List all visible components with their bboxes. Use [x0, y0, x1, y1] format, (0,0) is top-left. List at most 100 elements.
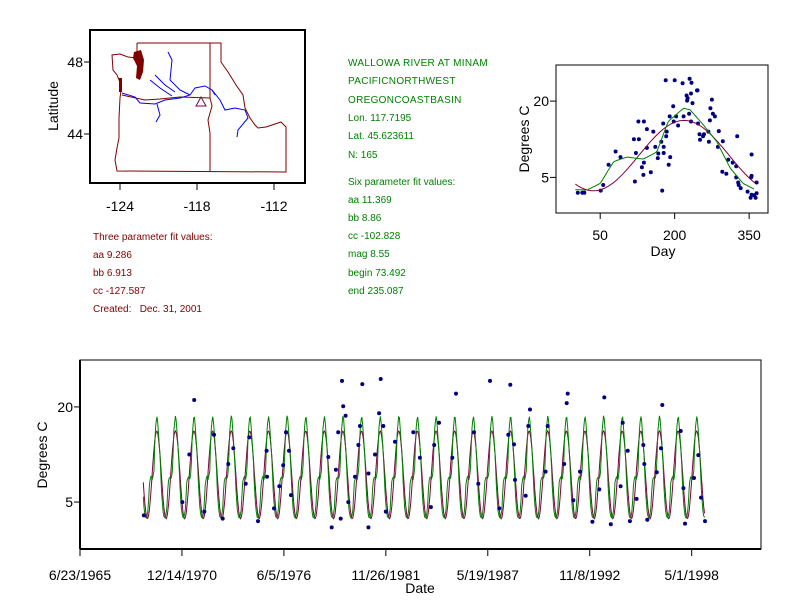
data-point — [696, 453, 701, 458]
data-point — [545, 424, 550, 428]
data-point — [660, 188, 665, 193]
three-param-bb: bb 6.913 — [93, 268, 132, 279]
data-point — [187, 452, 192, 457]
data-point — [664, 134, 669, 139]
data-point — [708, 106, 713, 111]
data-point — [634, 496, 639, 501]
data-point — [578, 469, 582, 474]
data-point — [284, 430, 288, 435]
data-point — [454, 391, 458, 396]
data-point — [488, 378, 492, 383]
data-point — [508, 382, 513, 387]
data-point — [437, 420, 441, 425]
map-y-tick-label: 44 — [67, 126, 83, 142]
x-tick-label: 12/14/1970 — [147, 567, 217, 583]
data-point — [377, 411, 382, 416]
data-point — [582, 190, 587, 195]
data-point — [709, 97, 714, 102]
station-name: WALLOWA RIVER AT MINAM — [348, 58, 488, 69]
data-point — [329, 525, 334, 530]
data-point — [664, 129, 669, 134]
station-region: PACIFICNORTHWEST — [348, 76, 456, 87]
data-point — [724, 171, 729, 176]
data-point — [417, 455, 422, 460]
data-point — [450, 455, 455, 460]
data-point — [671, 104, 676, 109]
data-point — [513, 477, 517, 482]
station-n: N: 165 — [348, 150, 378, 161]
data-point — [645, 517, 650, 522]
map-x-tick-label: -112 — [261, 198, 288, 214]
six-param-fit-line — [575, 107, 755, 191]
data-point — [378, 377, 383, 381]
data-point — [575, 190, 580, 195]
data-point — [641, 160, 646, 165]
data-point — [627, 519, 632, 524]
data-point — [366, 471, 371, 476]
data-point — [432, 443, 437, 447]
data-point — [381, 424, 386, 428]
data-point — [346, 500, 351, 505]
x-tick-label: 6/23/1965 — [49, 567, 111, 583]
data-point — [602, 395, 607, 400]
data-point — [411, 430, 416, 435]
data-point — [265, 474, 269, 479]
time-series-chart: 6/23/1965 12/14/1970 6/5/1976 11/26/1981 5/1… — [34, 359, 762, 596]
data-point — [641, 119, 646, 124]
data-point — [681, 114, 686, 119]
data-point — [690, 101, 695, 106]
map-y-tick-label: 48 — [67, 54, 83, 70]
data-point — [497, 506, 502, 511]
data-point — [620, 420, 625, 425]
three-param-aa: aa 9.286 — [93, 250, 132, 261]
data-point — [506, 432, 511, 437]
data-point — [636, 137, 641, 142]
data-point — [528, 407, 532, 412]
data-point — [660, 403, 665, 407]
data-point — [543, 469, 548, 474]
location-map: -124 -118 -112 48 44 Latitude — [45, 29, 306, 214]
data-point — [343, 413, 348, 418]
data-point — [247, 435, 252, 440]
data-point — [220, 516, 225, 521]
data-point — [655, 156, 660, 161]
data-point — [672, 78, 677, 83]
data-point — [697, 132, 702, 137]
y-tick-label: 5 — [65, 494, 73, 510]
data-point — [264, 448, 269, 453]
y-tick-label: 5 — [541, 169, 549, 185]
data-point — [562, 462, 567, 466]
data-point — [243, 481, 248, 486]
data-point — [476, 481, 481, 486]
data-point — [680, 81, 685, 86]
data-point — [601, 183, 606, 187]
three-param-cc: cc -127.587 — [93, 286, 146, 297]
site-triangle-icon — [195, 95, 207, 107]
data-point — [571, 498, 576, 503]
day-of-year-chart: 50 200 350 5 20 Day Degrees C — [516, 64, 769, 259]
data-point — [625, 448, 630, 453]
data-point — [393, 439, 397, 444]
data-point — [639, 165, 644, 170]
x-tick-label: 11/8/1992 — [559, 567, 620, 583]
data-point — [698, 137, 702, 142]
x-tick-label: 350 — [737, 227, 761, 243]
rivers — [121, 51, 249, 138]
x-tick-label: 50 — [592, 227, 608, 243]
data-point — [689, 80, 694, 85]
data-point — [648, 170, 653, 175]
map-x-tick-label: -118 — [184, 198, 211, 214]
x-axis-label: Date — [405, 580, 435, 596]
data-point — [523, 493, 528, 498]
data-point — [256, 519, 260, 524]
y-tick-label: 20 — [533, 93, 549, 109]
data-point — [590, 519, 595, 524]
x-tick-label: 5/1/1998 — [664, 567, 719, 583]
x-tick-label: 11/26/1981 — [351, 567, 420, 583]
six-param-title: Six parameter fit values: — [348, 177, 456, 188]
map-y-axis-label: Latitude — [45, 81, 61, 131]
data-point — [642, 462, 647, 466]
data-point — [226, 462, 231, 466]
data-point — [373, 452, 377, 457]
data-point — [631, 137, 636, 142]
